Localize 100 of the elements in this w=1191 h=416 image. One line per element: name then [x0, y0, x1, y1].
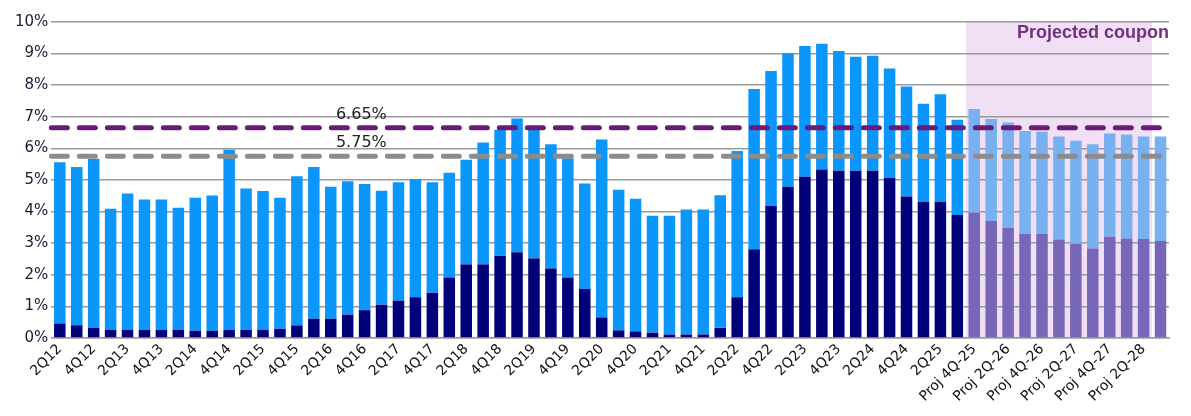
bar [714, 195, 726, 328]
bar [341, 314, 354, 338]
bar [223, 149, 235, 331]
bar [833, 170, 845, 338]
bar [900, 196, 913, 338]
bar [612, 330, 625, 338]
bar [341, 181, 354, 315]
bar [1053, 136, 1065, 240]
bar [680, 209, 693, 335]
bar [477, 142, 489, 265]
bar [494, 129, 506, 256]
bar [206, 330, 218, 338]
bar [155, 199, 168, 331]
bar [54, 162, 66, 324]
y-tick-label: 3% [24, 233, 49, 252]
bar [1120, 238, 1133, 338]
bar [70, 167, 83, 326]
bar [985, 221, 997, 338]
bar [511, 118, 523, 253]
bar [1002, 122, 1014, 228]
bar [697, 209, 710, 335]
bar [562, 277, 574, 338]
bar [189, 197, 202, 331]
bar [799, 176, 811, 338]
bar [629, 198, 642, 332]
bar [595, 139, 608, 318]
bar [257, 191, 269, 330]
bar [257, 329, 269, 338]
bar [138, 330, 151, 338]
bar [121, 329, 134, 338]
bar [494, 255, 506, 338]
bar [443, 172, 456, 278]
bar [951, 215, 964, 338]
bar [934, 201, 947, 338]
bar [121, 193, 134, 330]
bar [274, 197, 286, 329]
bar [460, 159, 472, 265]
bar [1120, 134, 1133, 239]
ref-line-label: 5.75% [335, 132, 387, 152]
bar [646, 215, 659, 333]
bar [87, 158, 100, 328]
y-tick-label: 9% [24, 43, 49, 62]
bar [731, 297, 743, 338]
bar [866, 170, 879, 338]
y-tick-label: 2% [24, 264, 49, 283]
bar [477, 264, 489, 338]
bar [629, 331, 642, 338]
bar [612, 189, 625, 331]
bar [748, 88, 760, 250]
bar [1019, 131, 1031, 234]
bar [104, 329, 117, 338]
bar [70, 325, 83, 338]
bar [358, 184, 371, 311]
bar [426, 292, 439, 338]
bar [816, 169, 828, 338]
y-tick-label: 8% [24, 75, 49, 94]
bar [375, 190, 388, 305]
bar [883, 178, 896, 338]
bar [1137, 239, 1150, 338]
bar [849, 56, 862, 171]
bar [562, 158, 574, 278]
bar [765, 70, 777, 206]
bar [1154, 136, 1167, 241]
bar [528, 258, 540, 338]
bar [375, 304, 388, 338]
bar [528, 128, 540, 259]
bar [1070, 243, 1082, 338]
band-label: Projected coupon [1016, 21, 1169, 42]
bar [917, 201, 930, 338]
bar [799, 46, 811, 177]
bar [1002, 227, 1014, 338]
bar [595, 317, 608, 338]
y-tick-label: 1% [24, 296, 49, 315]
bar [968, 212, 981, 338]
bar [579, 183, 591, 290]
bar [1137, 136, 1150, 240]
bar [325, 318, 337, 338]
bar [172, 207, 185, 331]
bar [1087, 144, 1099, 249]
bar [782, 53, 794, 187]
bar [172, 330, 185, 338]
bar [579, 289, 591, 338]
bar [409, 297, 422, 338]
bar [240, 330, 252, 338]
bar [765, 205, 777, 338]
bar [206, 195, 218, 331]
bar [985, 119, 997, 222]
bar [883, 68, 896, 179]
bar [308, 167, 320, 319]
bar [223, 330, 235, 338]
bar [392, 182, 405, 301]
bar [714, 327, 726, 338]
bar [1103, 236, 1116, 338]
ref-line-label: 6.65% [335, 104, 387, 124]
bar [1070, 140, 1082, 244]
bar [1019, 233, 1031, 338]
bar [545, 144, 557, 269]
bar [511, 252, 523, 338]
bar [849, 170, 862, 338]
bar [291, 325, 303, 338]
